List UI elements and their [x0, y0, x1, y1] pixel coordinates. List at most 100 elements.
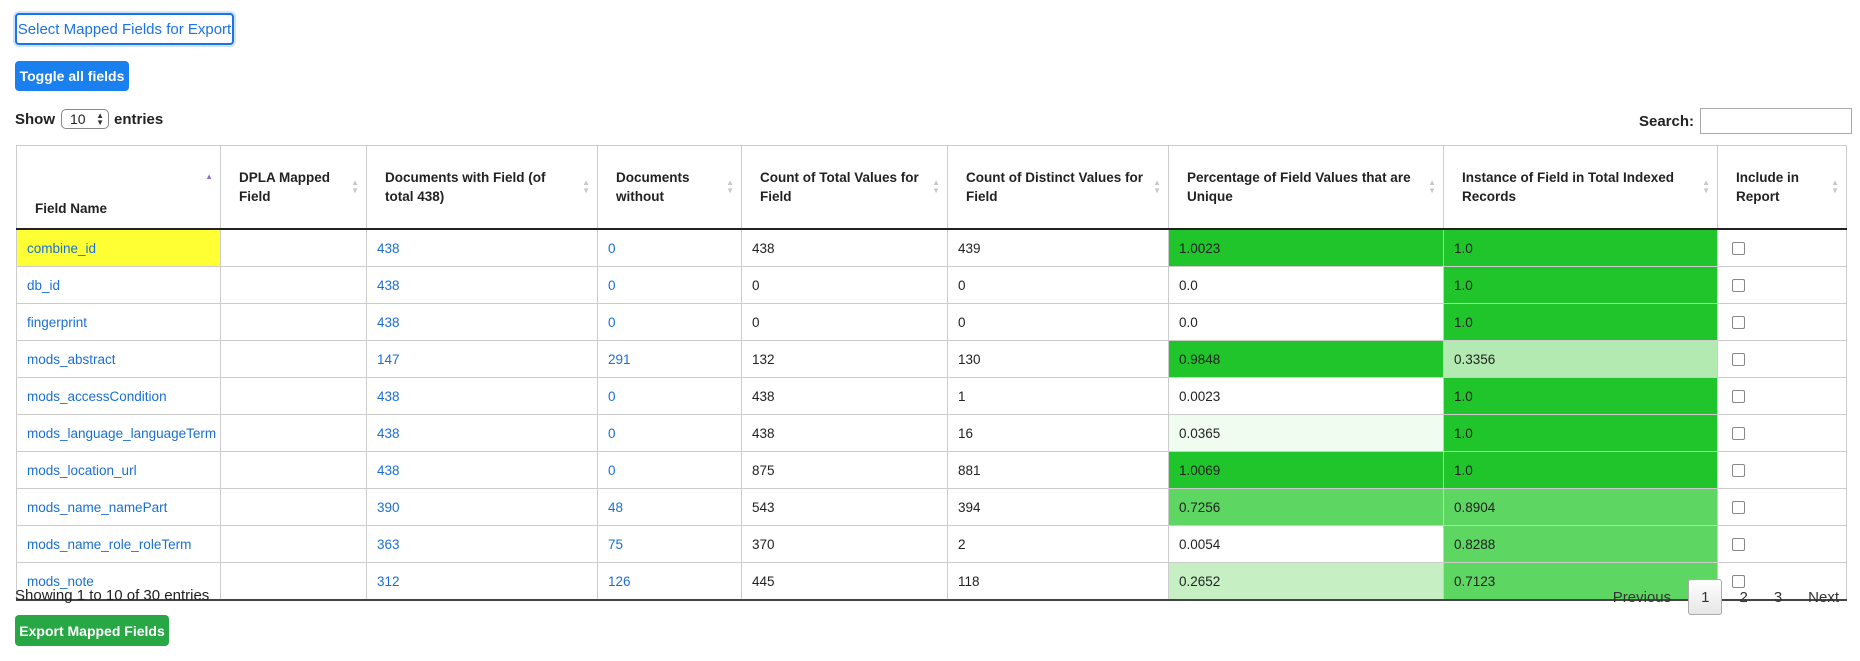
- without-cell[interactable]: 0: [597, 303, 742, 341]
- include-cell: [1717, 228, 1847, 267]
- instance-cell: 0.8288: [1443, 525, 1718, 563]
- include-checkbox[interactable]: [1732, 538, 1745, 552]
- include-cell: [1717, 525, 1847, 563]
- instance-cell: 1.0: [1443, 414, 1718, 452]
- field-name-cell[interactable]: mods_location_url: [16, 451, 221, 489]
- dpla-cell: [220, 451, 367, 489]
- column-header-dpla-mapped-field[interactable]: DPLA Mapped Field ▲ ▼: [220, 145, 367, 230]
- with-cell[interactable]: 438: [366, 451, 598, 489]
- table-row: mods_location_url 438 0 875 881 1.0069 1…: [16, 451, 1847, 489]
- search-label: Search:: [1638, 112, 1694, 130]
- with-cell[interactable]: 438: [366, 228, 598, 267]
- table-row: mods_language_languageTerm 438 0 438 16 …: [16, 414, 1847, 452]
- total-cell: 0: [741, 303, 948, 341]
- entries-select[interactable]: 10 ▲ ▼: [61, 109, 109, 129]
- unique-cell: 1.0023: [1168, 228, 1444, 267]
- with-cell[interactable]: 390: [366, 488, 598, 526]
- table-row: mods_accessCondition 438 0 438 1 0.0023 …: [16, 377, 1847, 415]
- field-name-cell[interactable]: mods_abstract: [16, 340, 221, 378]
- field-name-cell[interactable]: combine_id: [16, 228, 221, 267]
- include-checkbox[interactable]: [1732, 501, 1745, 515]
- without-cell[interactable]: 0: [597, 377, 742, 415]
- sort-icon: ▲ ▼: [726, 178, 734, 195]
- table-info: Showing 1 to 10 of 30 entries: [15, 587, 210, 604]
- pagination-previous[interactable]: Previous: [1612, 588, 1672, 606]
- include-checkbox[interactable]: [1732, 353, 1745, 367]
- select-mapped-fields-button[interactable]: Select Mapped Fields for Export: [15, 13, 234, 45]
- field-name-cell[interactable]: mods_note: [16, 562, 221, 601]
- column-header-instance-indexed[interactable]: Instance of Field in Total Indexed Recor…: [1443, 145, 1718, 230]
- sort-icon: ▲ ▼: [1831, 178, 1839, 195]
- search-control: Search:: [1639, 108, 1852, 134]
- total-cell: 543: [741, 488, 948, 526]
- search-input[interactable]: [1700, 108, 1852, 134]
- field-name-cell[interactable]: mods_accessCondition: [16, 377, 221, 415]
- with-cell[interactable]: 363: [366, 525, 598, 563]
- total-cell: 445: [741, 562, 948, 601]
- include-checkbox[interactable]: [1732, 242, 1745, 256]
- unique-cell: 0.0: [1168, 266, 1444, 304]
- without-cell[interactable]: 0: [597, 451, 742, 489]
- column-header-field-name[interactable]: Field Name ▲: [16, 145, 221, 230]
- dpla-cell: [220, 303, 367, 341]
- entries-select-value: 10: [70, 111, 86, 127]
- without-cell[interactable]: 0: [597, 228, 742, 267]
- include-checkbox[interactable]: [1732, 427, 1745, 441]
- include-checkbox[interactable]: [1732, 390, 1745, 404]
- total-cell: 0: [741, 266, 948, 304]
- with-cell[interactable]: 312: [366, 562, 598, 601]
- pagination-page-1[interactable]: 1: [1688, 579, 1723, 615]
- without-cell[interactable]: 75: [597, 525, 742, 563]
- table-row: combine_id 438 0 438 439 1.0023 1.0: [16, 228, 1847, 267]
- distinct-cell: 1: [947, 377, 1169, 415]
- pagination-page-2[interactable]: 2: [1739, 588, 1748, 606]
- unique-cell: 0.2652: [1168, 562, 1444, 601]
- pagination-next[interactable]: Next: [1808, 588, 1839, 606]
- include-checkbox[interactable]: [1732, 464, 1745, 478]
- include-checkbox[interactable]: [1732, 279, 1745, 293]
- without-cell[interactable]: 0: [597, 266, 742, 304]
- dpla-cell: [220, 525, 367, 563]
- without-cell[interactable]: 48: [597, 488, 742, 526]
- with-cell[interactable]: 438: [366, 303, 598, 341]
- dpla-cell: [220, 377, 367, 415]
- sort-icon: ▲ ▼: [351, 178, 359, 195]
- sort-icon: ▲ ▼: [1702, 178, 1710, 195]
- include-checkbox[interactable]: [1732, 316, 1745, 330]
- without-cell[interactable]: 0: [597, 414, 742, 452]
- fields-table: Field Name ▲ DPLA Mapped Field ▲ ▼ Document…: [16, 145, 1847, 601]
- field-name-cell[interactable]: mods_name_role_roleTerm: [16, 525, 221, 563]
- export-mapped-fields-button[interactable]: Export Mapped Fields: [15, 615, 169, 646]
- distinct-cell: 0: [947, 266, 1169, 304]
- without-cell[interactable]: 126: [597, 562, 742, 601]
- column-header-count-total-values[interactable]: Count of Total Values for Field ▲ ▼: [741, 145, 948, 230]
- with-cell[interactable]: 438: [366, 377, 598, 415]
- include-checkbox[interactable]: [1732, 575, 1745, 589]
- column-header-include-in-report[interactable]: Include in Report ▲ ▼: [1717, 145, 1847, 230]
- dpla-cell: [220, 414, 367, 452]
- field-name-cell[interactable]: db_id: [16, 266, 221, 304]
- column-header-count-distinct-values[interactable]: Count of Distinct Values for Field ▲ ▼: [947, 145, 1169, 230]
- total-cell: 875: [741, 451, 948, 489]
- column-header-documents-with-field[interactable]: Documents with Field (of total 438) ▲ ▼: [366, 145, 598, 230]
- column-header-percentage-unique[interactable]: Percentage of Field Values that are Uniq…: [1168, 145, 1444, 230]
- sort-icon: ▲ ▼: [1153, 178, 1161, 195]
- without-cell[interactable]: 291: [597, 340, 742, 378]
- with-cell[interactable]: 438: [366, 266, 598, 304]
- with-cell[interactable]: 147: [366, 340, 598, 378]
- total-cell: 438: [741, 414, 948, 452]
- total-cell: 370: [741, 525, 948, 563]
- total-cell: 438: [741, 377, 948, 415]
- pagination-page-3[interactable]: 3: [1773, 588, 1783, 606]
- field-name-cell[interactable]: mods_name_namePart: [16, 488, 221, 526]
- with-cell[interactable]: 438: [366, 414, 598, 452]
- instance-cell: 1.0: [1443, 228, 1718, 267]
- toggle-all-fields-button[interactable]: Toggle all fields: [15, 61, 129, 91]
- dpla-cell: [220, 562, 367, 601]
- field-name-cell[interactable]: mods_language_languageTerm: [16, 414, 221, 452]
- distinct-cell: 394: [947, 488, 1169, 526]
- dpla-cell: [220, 488, 367, 526]
- column-header-documents-without[interactable]: Documents without ▲ ▼: [597, 145, 742, 230]
- field-name-cell[interactable]: fingerprint: [16, 303, 221, 341]
- sort-icon: ▲ ▼: [1428, 178, 1436, 195]
